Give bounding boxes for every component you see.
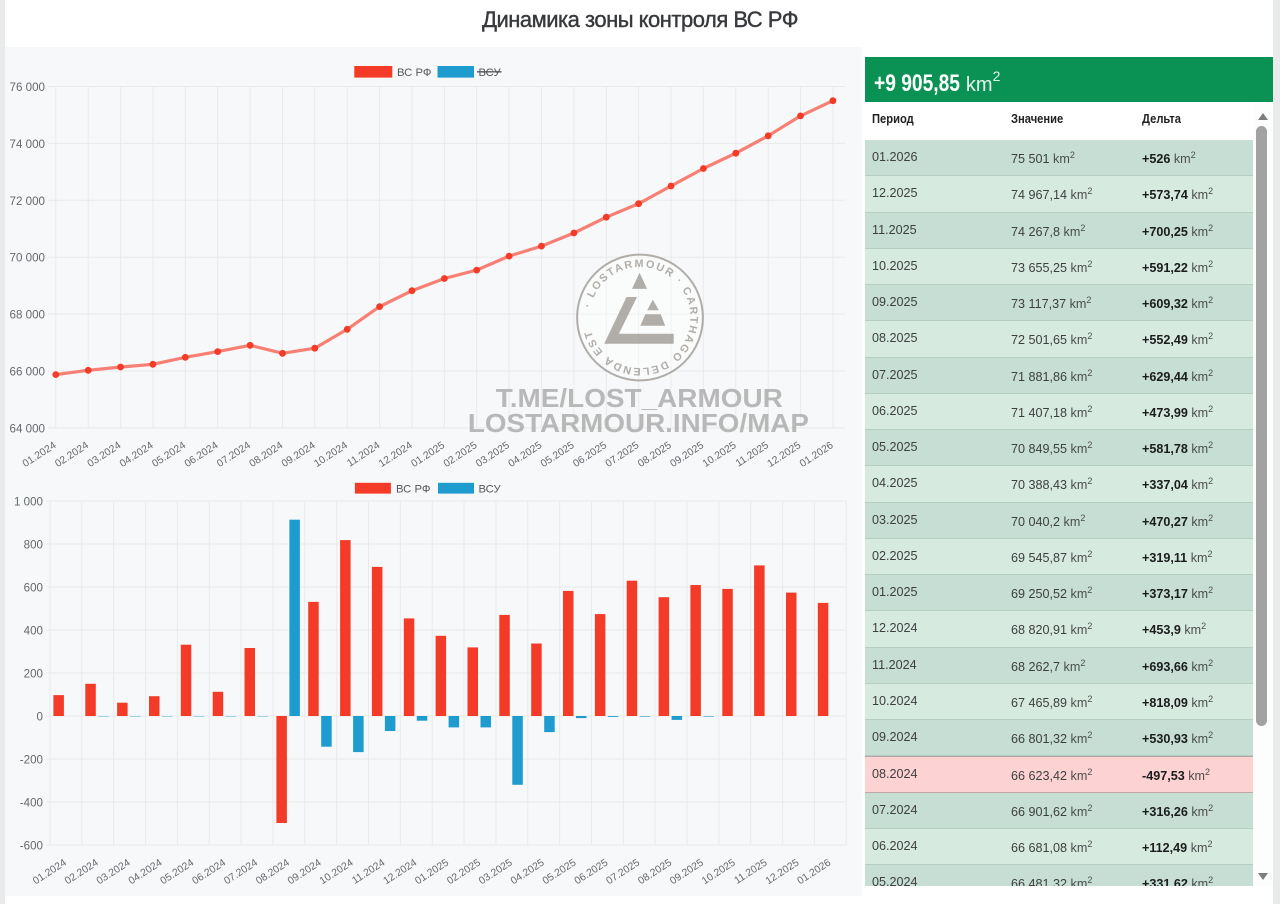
svg-text:05.2025: 05.2025 [541, 857, 579, 887]
svg-text:11.2024: 11.2024 [345, 440, 382, 469]
svg-text:06.2025: 06.2025 [571, 440, 609, 470]
svg-text:03.2025: 03.2025 [474, 440, 512, 470]
svg-text:04.2024: 04.2024 [127, 857, 165, 887]
svg-text:66 000: 66 000 [10, 366, 45, 379]
svg-text:72 000: 72 000 [10, 195, 45, 208]
svg-text:07.2025: 07.2025 [605, 857, 643, 887]
svg-text:05.2025: 05.2025 [539, 440, 577, 470]
svg-text:09.2025: 09.2025 [669, 440, 707, 470]
svg-text:08.2025: 08.2025 [636, 857, 674, 887]
svg-text:76 000: 76 000 [10, 81, 45, 94]
svg-text:11.2025: 11.2025 [733, 857, 770, 886]
svg-text:ВСУ: ВСУ [479, 483, 502, 495]
svg-text:01.2024: 01.2024 [21, 440, 59, 470]
svg-text:10.2025: 10.2025 [700, 857, 738, 887]
svg-text:1 000: 1 000 [14, 496, 43, 509]
svg-text:0: 0 [37, 711, 43, 724]
svg-text:06.2024: 06.2024 [183, 440, 221, 470]
svg-text:03.2024: 03.2024 [86, 440, 124, 470]
svg-text:10.2025: 10.2025 [701, 440, 739, 470]
svg-text:12.2024: 12.2024 [382, 857, 420, 887]
svg-text:01.2024: 01.2024 [31, 857, 69, 887]
svg-text:70 000: 70 000 [10, 252, 45, 265]
svg-text:04.2025: 04.2025 [509, 857, 547, 887]
svg-text:01.2026: 01.2026 [796, 857, 834, 887]
svg-text:08.2024: 08.2024 [248, 440, 286, 470]
svg-text:10.2024: 10.2024 [312, 440, 350, 470]
svg-text:06.2024: 06.2024 [191, 857, 229, 887]
svg-text:04.2025: 04.2025 [507, 440, 545, 470]
svg-text:200: 200 [24, 668, 43, 681]
svg-text:02.2025: 02.2025 [442, 440, 480, 470]
svg-text:02.2024: 02.2024 [63, 857, 101, 887]
svg-text:74 000: 74 000 [10, 138, 45, 151]
svg-text:02.2025: 02.2025 [445, 857, 483, 887]
svg-text:-200: -200 [20, 754, 43, 767]
svg-text:08.2025: 08.2025 [636, 440, 674, 470]
svg-text:11.2025: 11.2025 [734, 440, 771, 469]
svg-text:12.2025: 12.2025 [764, 857, 802, 887]
svg-text:07.2025: 07.2025 [604, 440, 642, 470]
svg-text:07.2024: 07.2024 [222, 857, 260, 887]
svg-text:03.2024: 03.2024 [95, 857, 133, 887]
svg-text:-400: -400 [20, 797, 43, 810]
svg-text:09.2024: 09.2024 [280, 440, 318, 470]
svg-text:68 000: 68 000 [10, 309, 45, 322]
svg-text:01.2025: 01.2025 [413, 857, 451, 887]
svg-text:10.2024: 10.2024 [318, 857, 356, 887]
svg-text:06.2025: 06.2025 [573, 857, 611, 887]
svg-text:09.2024: 09.2024 [286, 857, 324, 887]
svg-text:09.2025: 09.2025 [668, 857, 706, 887]
svg-text:12.2025: 12.2025 [766, 440, 804, 470]
svg-text:08.2024: 08.2024 [254, 857, 292, 887]
svg-text:LOSTARMOUR.INFO/MAP: LOSTARMOUR.INFO/MAP [468, 408, 809, 438]
svg-text:400: 400 [24, 625, 43, 638]
svg-text:05.2024: 05.2024 [159, 857, 197, 887]
svg-text:64 000: 64 000 [10, 422, 45, 435]
svg-text:03.2025: 03.2025 [477, 857, 515, 887]
svg-text:800: 800 [24, 539, 43, 552]
svg-text:600: 600 [24, 582, 43, 595]
svg-text:01.2026: 01.2026 [798, 440, 836, 470]
svg-text:ВС РФ: ВС РФ [396, 483, 430, 495]
svg-text:01.2025: 01.2025 [410, 440, 448, 470]
svg-text:12.2024: 12.2024 [377, 440, 415, 470]
svg-text:05.2024: 05.2024 [150, 440, 188, 470]
svg-text:04.2024: 04.2024 [118, 440, 156, 470]
svg-text:ВС РФ: ВС РФ [397, 67, 431, 79]
svg-text:02.2024: 02.2024 [53, 440, 91, 470]
svg-text:07.2024: 07.2024 [215, 440, 253, 470]
svg-text:-600: -600 [20, 840, 43, 853]
svg-text:ВСУ: ВСУ [479, 67, 502, 79]
svg-text:11.2024: 11.2024 [350, 857, 387, 886]
